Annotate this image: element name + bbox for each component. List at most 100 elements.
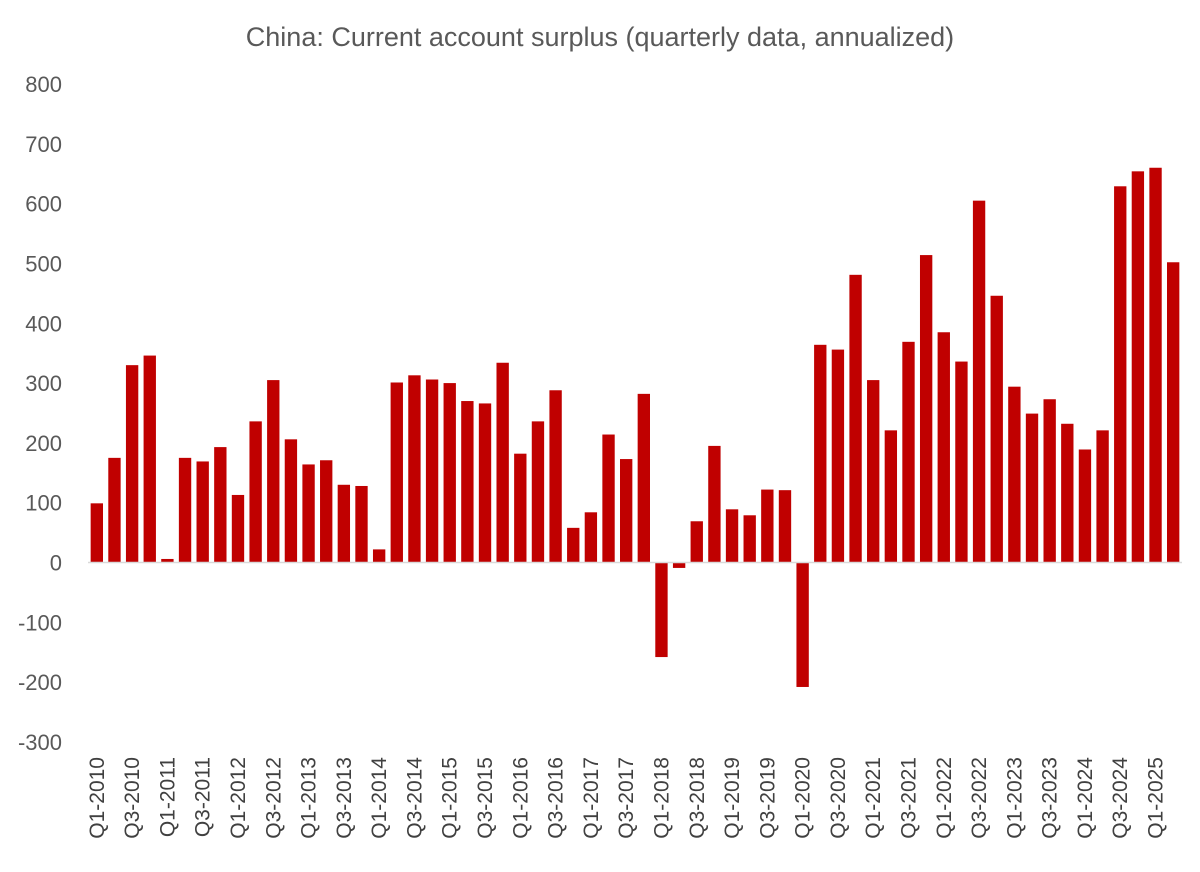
x-tick-label: Q1-2024	[1074, 757, 1097, 839]
bar	[743, 515, 756, 563]
bar	[972, 200, 986, 563]
y-tick-label: 300	[25, 371, 62, 396]
bar	[161, 558, 174, 563]
bar	[302, 464, 315, 563]
bar	[320, 460, 333, 563]
x-tick-label: Q3-2022	[968, 757, 991, 839]
bar	[690, 521, 703, 563]
bar	[990, 295, 1003, 563]
x-tick-label: Q1-2019	[721, 757, 744, 839]
bar	[567, 527, 580, 563]
bar	[902, 341, 915, 563]
bar	[408, 375, 421, 563]
x-tick-label: Q3-2015	[474, 757, 497, 839]
bar	[1167, 262, 1180, 563]
bar	[725, 509, 739, 563]
bar	[849, 274, 862, 563]
bar	[267, 380, 280, 563]
y-tick-label: 500	[25, 251, 62, 276]
y-tick-label: 700	[25, 132, 62, 157]
bar	[584, 512, 598, 563]
x-tick-label: Q3-2017	[615, 757, 638, 839]
bar	[937, 332, 950, 563]
x-tick-label: Q3-2013	[333, 757, 356, 839]
bar	[1008, 386, 1021, 563]
bar	[390, 382, 403, 563]
x-tick-label: Q1-2016	[509, 757, 532, 839]
bar	[425, 379, 439, 563]
bar	[602, 434, 615, 563]
x-tick-label: Q1-2023	[1003, 757, 1026, 839]
x-axis: Q1-2010 Q3-2010 Q1-2011 Q3-2011 Q1-2012 Q3-20…	[86, 757, 1168, 839]
bar	[531, 421, 545, 563]
bar	[620, 459, 633, 563]
bar	[337, 484, 351, 563]
bar	[672, 562, 686, 568]
bar	[884, 430, 898, 563]
bar	[796, 562, 809, 687]
bar	[90, 503, 103, 563]
bar	[549, 390, 562, 563]
bar	[1061, 423, 1074, 563]
y-tick-label: -300	[18, 730, 62, 755]
x-tick-label: Q1-2025	[1145, 757, 1168, 839]
x-tick-label: Q1-2010	[86, 757, 109, 839]
bar	[249, 421, 262, 563]
x-tick-label: Q1-2015	[439, 757, 462, 839]
x-tick-label: Q3-2021	[898, 757, 921, 839]
x-tick-label: Q1-2021	[862, 757, 885, 839]
bar	[514, 453, 527, 563]
bar	[284, 439, 298, 563]
bar	[1043, 399, 1056, 563]
x-tick-label: Q3-2020	[827, 757, 850, 839]
x-tick-label: Q3-2023	[1039, 757, 1062, 839]
bar	[831, 349, 845, 563]
bar	[708, 445, 721, 563]
y-tick-label: 0	[50, 551, 62, 576]
y-axis: 800 700 600 500 400 300 200 100 0 -100 -200 -300	[18, 72, 62, 755]
bar	[143, 355, 156, 563]
bar	[108, 457, 121, 563]
bars	[90, 167, 1180, 687]
chart-title: China: Current account surplus (quarterl…	[246, 22, 954, 52]
bar	[1149, 167, 1162, 563]
bar	[478, 403, 492, 563]
y-tick-label: 400	[25, 311, 62, 336]
bar	[372, 549, 386, 563]
bar	[196, 461, 209, 563]
y-tick-label: -200	[18, 670, 62, 695]
x-tick-label: Q3-2018	[686, 757, 709, 839]
x-tick-label: Q1-2022	[933, 757, 956, 839]
y-tick-label: 200	[25, 431, 62, 456]
x-tick-label: Q3-2014	[403, 757, 426, 839]
bar	[1131, 171, 1145, 563]
x-tick-label: Q1-2011	[156, 757, 179, 837]
x-tick-label: Q3-2019	[756, 757, 779, 839]
x-tick-label: Q3-2011	[192, 757, 215, 837]
bar	[461, 401, 474, 563]
bar	[178, 457, 192, 563]
bar	[1025, 413, 1039, 563]
x-tick-label: Q3-2010	[121, 757, 144, 839]
bar	[761, 489, 774, 563]
x-tick-label: Q1-2014	[368, 757, 391, 839]
x-tick-label: Q1-2018	[650, 757, 673, 839]
y-tick-label: -100	[18, 610, 62, 635]
bar	[355, 485, 368, 563]
bar	[655, 562, 668, 658]
bar	[778, 490, 792, 563]
bar	[814, 344, 827, 563]
bar	[1078, 449, 1092, 563]
bar	[919, 255, 933, 563]
x-tick-label: Q3-2016	[545, 757, 568, 839]
x-tick-label: Q1-2013	[298, 757, 321, 839]
bar	[443, 383, 456, 563]
bar	[867, 380, 880, 563]
bar	[1096, 430, 1109, 563]
bar	[637, 393, 650, 563]
bar	[125, 365, 139, 563]
bar	[955, 361, 968, 563]
bar	[496, 362, 509, 563]
